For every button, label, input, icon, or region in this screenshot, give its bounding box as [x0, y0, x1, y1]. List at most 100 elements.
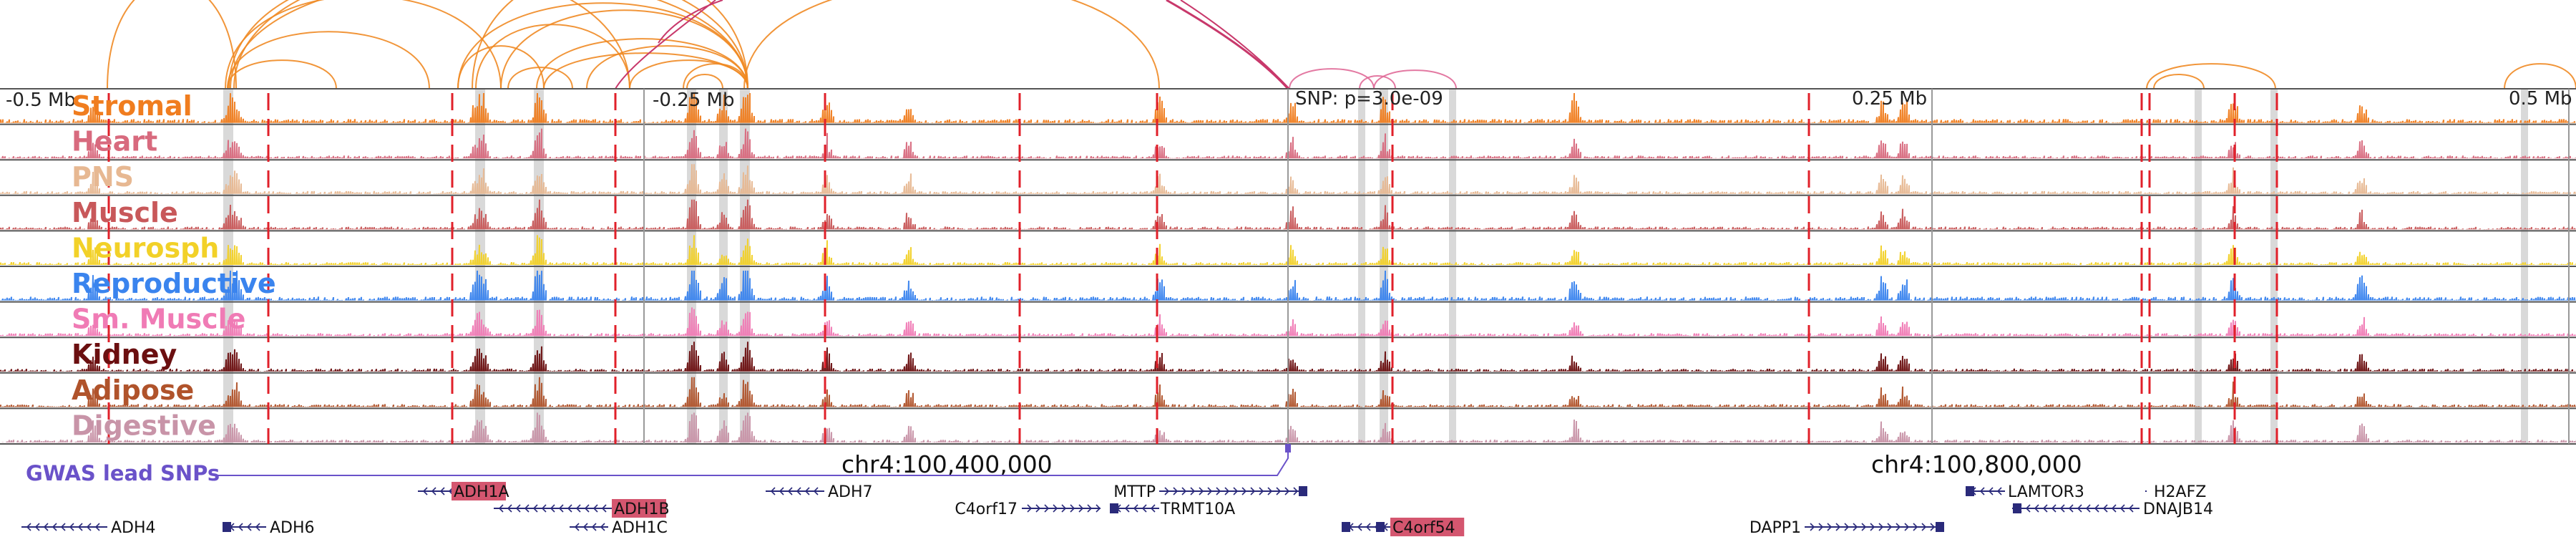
track-label: Adipose [72, 374, 194, 406]
track-label: Muscle [72, 197, 178, 228]
interaction-arc [475, 24, 630, 90]
gene-adh1a: ADH1A [418, 482, 509, 501]
interaction-arc [615, 0, 716, 90]
track-label: Sm. Muscle [72, 304, 245, 335]
strand-arrow [1818, 523, 1824, 531]
interaction-arc [227, 59, 337, 90]
track-label: PNS [72, 161, 134, 193]
gene-label: DNAJB14 [2143, 500, 2213, 518]
track-label: Kidney [72, 339, 177, 370]
gene-exon [1376, 522, 1385, 532]
gene-exon [1299, 486, 1307, 496]
strand-arrow [1844, 523, 1850, 531]
axis-label-mid-right: 0.25 Mb [1852, 88, 1927, 110]
strand-arrow [246, 523, 252, 531]
strand-arrow [532, 504, 538, 513]
interaction-arc [2504, 63, 2576, 90]
strand-arrow [238, 523, 243, 531]
strand-arrow [1853, 523, 1858, 531]
strand-arrow [2102, 504, 2108, 513]
strand-arrow [1827, 523, 1833, 531]
strand-arrow [1835, 523, 1841, 531]
strand-arrow [1365, 523, 1371, 531]
strand-arrow [1181, 487, 1187, 495]
regulatory-boundaries [107, 89, 2570, 444]
gene-adh1b: ADH1B [494, 499, 670, 518]
gene-highlight-box [452, 482, 506, 500]
strand-arrow [582, 523, 588, 531]
gwas-lead-snps-label: GWAS lead SNPs [26, 461, 220, 485]
interaction-arc [2153, 74, 2205, 90]
track-label: Heart [72, 126, 157, 158]
interaction-arc [2146, 63, 2276, 90]
strand-arrow [1141, 504, 1147, 513]
strand-arrow [567, 504, 572, 513]
strand-arrow [2094, 504, 2099, 513]
strand-arrow [1133, 504, 1138, 513]
gene-highlight-box [612, 499, 666, 518]
track-label: Stromal [72, 90, 192, 122]
interaction-arcs [107, 0, 2576, 90]
gene-label: ADH1C [612, 519, 668, 537]
gene-label: MTTP [1113, 483, 1156, 501]
strand-arrow [2068, 504, 2074, 513]
strand-arrow [69, 523, 74, 531]
strand-arrow [1053, 504, 1058, 513]
gene-dapp1: DAPP1 [1750, 519, 1944, 537]
strand-arrow [52, 523, 57, 531]
strand-arrow [2025, 504, 2031, 513]
strand-arrow [255, 523, 260, 531]
strand-arrow [558, 504, 564, 513]
gene-lamtor3: LAMTOR3 [1966, 483, 2084, 501]
strand-arrow [1027, 504, 1033, 513]
track-label: Neurosph [72, 232, 219, 263]
strand-arrow [43, 523, 49, 531]
interaction-arc [507, 67, 573, 90]
interaction-arc [1373, 69, 1457, 90]
interaction-arc [107, 0, 237, 90]
interaction-arc [1289, 68, 1375, 90]
strand-arrow [2042, 504, 2048, 513]
strand-arrow [1173, 487, 1179, 495]
strand-arrow [1164, 487, 1170, 495]
interaction-arc [629, 59, 748, 90]
gene-label: DAPP1 [1750, 519, 1801, 537]
strand-arrow [541, 504, 547, 513]
strand-arrow [26, 523, 31, 531]
strand-arrow [2128, 504, 2134, 513]
strand-arrow [779, 487, 784, 495]
gene-dnajb14: DNAJB14 [2012, 500, 2213, 518]
strand-arrow [1930, 523, 1936, 531]
axis-label-left: -0.5 Mb [6, 90, 76, 111]
strand-arrow [94, 523, 100, 531]
strand-arrow [1216, 487, 1221, 495]
gene-label: C4orf17 [955, 500, 1018, 518]
interaction-arc [500, 9, 748, 90]
strand-arrow [1810, 523, 1815, 531]
gene-mttp: MTTP [1113, 483, 1307, 501]
strand-arrow [1035, 504, 1041, 513]
strand-arrow [600, 523, 605, 531]
strand-arrow [1233, 487, 1239, 495]
strand-arrow [2051, 504, 2057, 513]
strand-arrow [1259, 487, 1264, 495]
interaction-arc [543, 52, 748, 90]
gene-label: ADH4 [111, 519, 156, 537]
coordinate-left: chr4:100,400,000 [841, 450, 1053, 478]
interaction-arc [586, 45, 748, 90]
strand-arrow [1276, 487, 1282, 495]
strand-arrow [60, 523, 66, 531]
strand-arrow [804, 487, 810, 495]
gene-label: TRMT10A [1160, 500, 1235, 518]
gene-adh6: ADH6 [223, 519, 315, 537]
strand-arrow [2077, 504, 2082, 513]
gene-adh4: ADH4 [21, 519, 156, 537]
interaction-arc [1180, 0, 1290, 90]
strand-arrow [1078, 504, 1084, 513]
gwas-connector-line [215, 445, 1289, 476]
strand-arrow [1241, 487, 1247, 495]
gene-exon [1110, 503, 1118, 513]
strand-arrow [1861, 523, 1867, 531]
strand-arrow [1878, 523, 1884, 531]
